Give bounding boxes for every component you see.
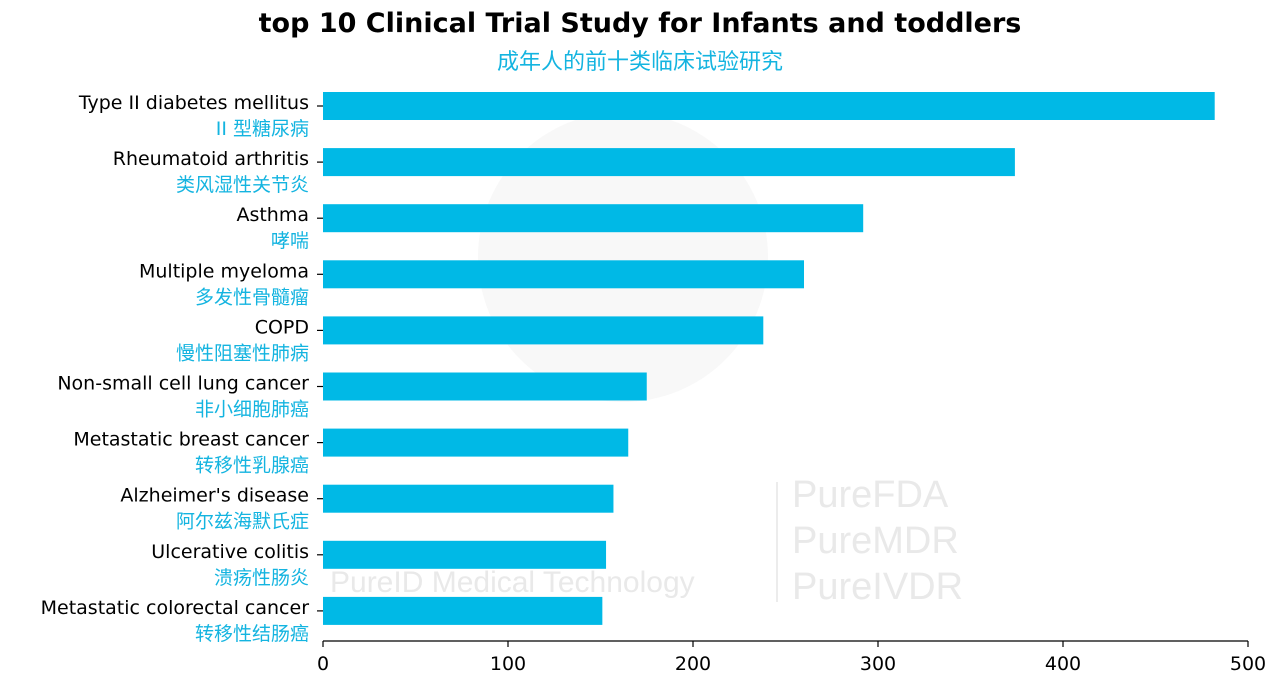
y-tick-label-5: Non-small cell lung cancer — [57, 373, 309, 395]
x-tick-label-2: 200 — [675, 653, 711, 675]
y-tick-label-7: Alzheimer's disease — [120, 485, 309, 507]
y-tick-label-2: Asthma — [236, 204, 309, 226]
y-tick-label-zh-6: 转移性乳腺癌 — [195, 455, 309, 477]
bar-2 — [323, 204, 864, 233]
bar-7 — [323, 484, 614, 513]
y-tick-label-zh-5: 非小细胞肺癌 — [195, 399, 309, 421]
bar-5 — [323, 372, 647, 401]
bar-9 — [323, 596, 603, 625]
bar-1 — [323, 148, 1015, 177]
bar-0 — [323, 92, 1215, 120]
y-tick-label-zh-2: 哮喘 — [271, 230, 309, 252]
y-tick-label-zh-8: 溃疡性肠炎 — [214, 567, 309, 589]
x-tick-label-3: 300 — [860, 653, 896, 675]
x-tick-label-0: 0 — [317, 653, 329, 675]
chart-subtitle: 成年人的前十类临床试验研究 — [496, 50, 783, 75]
x-tick-label-5: 500 — [1230, 653, 1266, 675]
x-tick-label-1: 100 — [490, 653, 526, 675]
bar-6 — [323, 428, 629, 457]
chart-title: top 10 Clinical Trial Study for Infants … — [258, 8, 1022, 39]
y-tick-label-zh-0: II 型糖尿病 — [216, 118, 309, 140]
y-tick-label-4: COPD — [255, 316, 309, 338]
bar-8 — [323, 540, 607, 569]
y-tick-label-3: Multiple myeloma — [139, 260, 309, 282]
y-tick-label-zh-3: 多发性骨髓瘤 — [195, 286, 309, 308]
y-tick-label-9: Metastatic colorectal cancer — [41, 597, 310, 619]
y-tick-label-zh-9: 转移性结肠癌 — [195, 623, 309, 645]
y-tick-label-zh-7: 阿尔兹海默氏症 — [176, 511, 309, 533]
bar-4 — [323, 316, 764, 345]
y-tick-label-1: Rheumatoid arthritis — [113, 148, 309, 170]
y-tick-label-8: Ulcerative colitis — [151, 541, 309, 563]
y-tick-label-0: Type II diabetes mellitus — [78, 92, 309, 114]
y-tick-label-zh-1: 类风湿性关节炎 — [176, 174, 309, 196]
y-tick-label-6: Metastatic breast cancer — [73, 429, 309, 451]
bar-3 — [323, 260, 804, 289]
x-tick-label-4: 400 — [1045, 653, 1081, 675]
y-tick-label-zh-4: 慢性阻塞性肺病 — [176, 342, 309, 364]
